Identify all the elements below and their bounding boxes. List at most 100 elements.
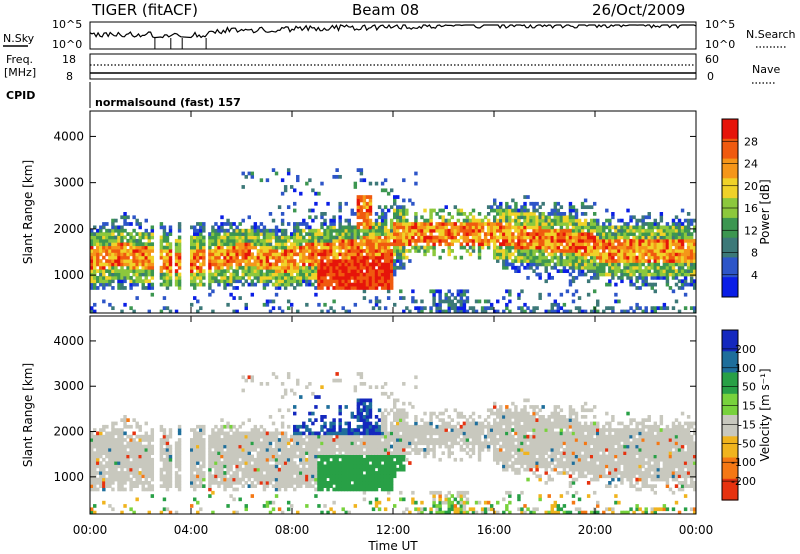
power-cell xyxy=(296,225,300,230)
power-cell xyxy=(414,222,418,226)
power-cell xyxy=(620,235,624,240)
velocity-cell xyxy=(132,448,136,452)
power-cell xyxy=(486,205,491,210)
power-cell xyxy=(311,282,315,287)
power-cell xyxy=(538,249,542,253)
velocity-cell xyxy=(220,451,224,455)
velocity-cell xyxy=(320,464,324,469)
power-cell xyxy=(465,232,470,236)
power-cell xyxy=(256,235,261,240)
velocity-cell xyxy=(344,438,348,442)
velocity-cell xyxy=(338,421,342,426)
velocity-cell xyxy=(90,487,94,492)
power-cell xyxy=(341,252,345,257)
velocity-cell xyxy=(332,474,336,479)
power-cell xyxy=(380,181,385,186)
power-cell xyxy=(129,235,133,240)
velocity-cell xyxy=(329,438,333,442)
velocity-cell xyxy=(193,441,197,446)
power-cell xyxy=(402,296,406,300)
power-cell xyxy=(553,235,558,240)
power-cell xyxy=(359,242,364,247)
power-cell xyxy=(102,232,106,236)
power-cell xyxy=(647,242,651,247)
power-cell xyxy=(226,232,230,236)
power-cell xyxy=(111,286,115,290)
velocity-cell xyxy=(199,448,203,452)
velocity-cell xyxy=(326,444,330,449)
velocity-cell xyxy=(93,474,97,479)
power-cell xyxy=(632,265,636,270)
power-cell xyxy=(199,245,203,250)
power-cell xyxy=(505,302,509,307)
power-cell xyxy=(232,242,236,247)
power-cell xyxy=(365,222,370,226)
power-cell xyxy=(396,225,400,230)
power-cell xyxy=(423,228,427,233)
power-cell xyxy=(650,275,654,280)
power-cell xyxy=(99,238,103,243)
velocity-cell xyxy=(280,444,285,449)
velocity-cell xyxy=(296,424,300,429)
power-cell xyxy=(523,201,527,206)
power-cell xyxy=(329,262,333,267)
power-cell xyxy=(193,272,197,277)
power-cell xyxy=(435,306,439,311)
velocity-cell xyxy=(235,451,239,455)
power-cell xyxy=(532,212,536,216)
power-cell xyxy=(405,225,409,230)
velocity-cell xyxy=(132,471,136,475)
power-cell xyxy=(656,228,661,233)
velocity-cell xyxy=(299,481,303,485)
power-cell xyxy=(453,302,458,307)
power-cell xyxy=(208,272,212,277)
power-cell xyxy=(365,255,370,260)
power-cell xyxy=(159,309,164,314)
power-cell xyxy=(268,275,273,280)
power-cell xyxy=(586,235,591,240)
power-cell xyxy=(168,275,173,280)
power-cell xyxy=(202,275,206,280)
velocity-cell xyxy=(241,388,245,393)
velocity-cell xyxy=(326,467,330,472)
power-cell xyxy=(208,235,212,240)
power-cell xyxy=(299,249,303,253)
power-cell xyxy=(374,222,379,226)
power-cell xyxy=(120,282,124,287)
velocity-cell xyxy=(99,428,103,432)
cpid-program: normalsound (fast) 157 xyxy=(95,96,241,109)
power-cell xyxy=(326,269,330,273)
velocity-cell xyxy=(289,451,294,455)
power-cell xyxy=(617,249,621,253)
velocity-cell xyxy=(162,467,167,472)
power-cell xyxy=(338,262,342,267)
power-cell xyxy=(141,235,145,240)
power-cell xyxy=(644,215,648,220)
power-cell xyxy=(326,272,330,277)
velocity-cell xyxy=(123,424,127,429)
power-cell xyxy=(650,306,654,311)
power-cell xyxy=(323,279,327,284)
power-cell xyxy=(496,309,500,314)
power-cell xyxy=(232,259,236,263)
power-cell xyxy=(129,265,133,270)
velocity-cell xyxy=(117,438,121,442)
velocity-cell xyxy=(341,457,345,462)
power-cell xyxy=(174,259,179,263)
power-cell xyxy=(468,238,473,243)
velocity-cell xyxy=(229,444,233,449)
power-cell xyxy=(229,259,233,263)
power-cell xyxy=(350,208,355,213)
power-cell xyxy=(374,282,379,287)
power-cell xyxy=(380,242,385,247)
power-cell xyxy=(453,238,458,243)
power-cell xyxy=(244,242,248,247)
power-cell xyxy=(526,222,530,226)
velocity-cell xyxy=(338,471,342,475)
power-cell xyxy=(326,279,330,284)
power-cell xyxy=(335,228,339,233)
velocity-cell xyxy=(341,428,345,432)
power-cell xyxy=(114,242,118,247)
velocity-cell xyxy=(196,448,200,452)
velocity-cell xyxy=(208,451,212,455)
